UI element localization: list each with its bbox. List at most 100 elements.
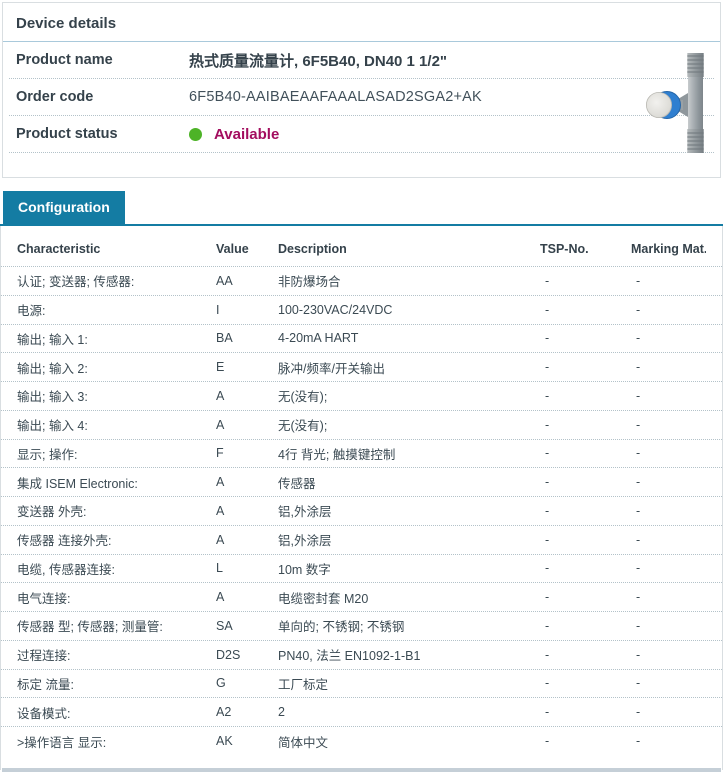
configuration-table: Characteristic Value Description TSP-No.… [0,226,723,770]
cell-tsp-no: - [545,561,550,576]
cell-value: D2S [216,647,241,662]
tab-underline [0,224,723,226]
cell-value: SA [216,618,233,633]
cell-tsp-no: - [545,388,550,403]
cell-characteristic: 输出; 输入 1: [17,332,88,347]
device-details-title: Device details [3,3,720,42]
table-row: 输出; 输入 1: BA 4-20mA HART - - [1,325,722,354]
column-header-value: Value [216,242,249,256]
table-header-row: Characteristic Value Description TSP-No.… [1,226,722,267]
config-table-body: 认证; 变送器; 传感器: AA 非防爆场合 - - 电源: I 100-230… [1,267,722,756]
cell-characteristic: 变送器 外壳: [17,505,87,520]
order-code-value: 6F5B40-AAIBAEAAFAAALASAD2SGA2+AK [189,89,482,105]
cell-marking-mat: - [636,360,641,375]
cell-value: A [216,503,225,518]
cell-tsp-no: - [545,532,550,547]
table-row: 显示; 操作: F 4行 背光; 触摸键控制 - - [1,440,722,469]
cell-tsp-no: - [545,503,550,518]
cell-marking-mat: - [636,503,641,518]
table-row: 过程连接: D2S PN40, 法兰 EN1092-1-B1 - - [1,641,722,670]
cell-description: 电缆密封套 M20 [278,591,369,606]
table-row: 输出; 输入 3: A 无(没有); - - [1,382,722,411]
cell-characteristic: 电源: [17,304,46,319]
table-row: 传感器 型; 传感器; 测量管: SA 单向的; 不锈钢; 不锈钢 - - [1,612,722,641]
table-row: 设备模式: A2 2 - - [1,698,722,727]
product-status-value: Available [189,126,279,143]
cell-tsp-no: - [545,590,550,605]
cell-description: 10m 数字 [278,562,331,577]
cell-marking-mat: - [636,705,641,720]
cell-marking-mat: - [636,331,641,346]
table-row: 认证; 变送器; 传感器: AA 非防爆场合 - - [1,267,722,296]
cell-description: 铝,外涂层 [278,505,332,520]
cell-value: A [216,388,225,403]
cell-tsp-no: - [545,417,550,432]
cell-value: AK [216,734,233,749]
cell-value: A2 [216,705,232,720]
status-available-text: Available [214,125,280,143]
cell-tsp-no: - [545,676,550,691]
product-status-row: Product status Available [9,116,714,153]
column-header-tsp-no: TSP-No. [540,242,589,256]
cell-characteristic: 输出; 输入 3: [17,390,88,405]
cell-description: 脉冲/频率/开关输出 [278,361,385,376]
cell-marking-mat: - [636,417,641,432]
table-row: 变送器 外壳: A 铝,外涂层 - - [1,497,722,526]
cell-tsp-no: - [545,446,550,461]
product-name-row: Product name 热式质量流量计, 6F5B40, DN40 1 1/2… [9,42,714,79]
table-row: 标定 流量: G 工厂标定 - - [1,670,722,699]
cell-marking-mat: - [636,647,641,662]
cell-marking-mat: - [636,734,641,749]
cell-tsp-no: - [545,302,550,317]
cell-description: 无(没有); [278,419,328,434]
cell-description: 铝,外涂层 [278,534,332,549]
table-row: 传感器 连接外壳: A 铝,外涂层 - - [1,526,722,555]
cell-value: I [216,302,220,317]
table-row: 电源: I 100-230VAC/24VDC - - [1,296,722,325]
order-code-label: Order code [16,89,94,105]
cell-characteristic: 设备模式: [17,706,71,721]
cell-marking-mat: - [636,532,641,547]
cell-value: F [216,446,224,461]
cell-marking-mat: - [636,388,641,403]
cell-characteristic: 传感器 连接外壳: [17,534,112,549]
device-details-card: Device details Product name 热式质量流量计, 6F5… [2,2,721,178]
cell-characteristic: 认证; 变送器; 传感器: [17,275,135,290]
cell-tsp-no: - [545,734,550,749]
cell-characteristic: 输出; 输入 4: [17,419,88,434]
cell-tsp-no: - [545,618,550,633]
cell-value: AA [216,273,233,288]
column-header-description: Description [278,242,347,256]
cell-marking-mat: - [636,590,641,605]
cell-value: A [216,417,225,432]
cell-value: A [216,475,225,490]
cell-description: 4行 背光; 触摸键控制 [278,447,396,462]
table-row: 输出; 输入 2: E 脉冲/频率/开关输出 - - [1,353,722,382]
cell-value: G [216,676,226,691]
cell-description: 2 [278,705,285,720]
cell-marking-mat: - [636,446,641,461]
column-header-characteristic: Characteristic [17,242,101,256]
column-header-marking-mat: Marking Mat. [631,242,706,256]
cell-characteristic: 输出; 输入 2: [17,361,88,376]
status-available-dot-icon [189,127,202,141]
cell-tsp-no: - [545,705,550,720]
product-name-value: 热式质量流量计, 6F5B40, DN40 1 1/2" [189,52,448,70]
cell-value: A [216,590,225,605]
cell-description: 单向的; 不锈钢; 不锈钢 [278,620,405,635]
cell-description: 传感器 [278,476,316,491]
configuration-section: Configuration Characteristic Value Descr… [0,191,723,770]
cell-value: BA [216,331,233,346]
table-row: >操作语言 显示: AK 简体中文 - - [1,727,722,756]
cell-characteristic: 过程连接: [17,649,71,664]
thermal-mass-flowmeter-image [645,53,704,153]
cell-characteristic: 集成 ISEM Electronic: [17,476,138,491]
bottom-scrollbar-track[interactable] [2,768,721,772]
product-name-label: Product name [16,52,113,68]
cell-marking-mat: - [636,676,641,691]
cell-description: 4-20mA HART [278,331,359,346]
tab-configuration[interactable]: Configuration [3,191,125,224]
cell-value: L [216,561,223,576]
cell-description: 工厂标定 [278,677,329,692]
cell-characteristic: 电气连接: [17,591,71,606]
